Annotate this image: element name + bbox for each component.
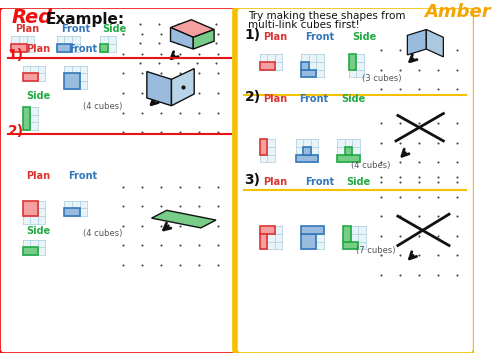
Text: Side: Side [102,24,126,34]
Bar [12,44,26,52]
Bar [302,70,316,77]
Bar [302,226,324,250]
Text: 3): 3) [244,173,260,187]
Bar [260,139,267,155]
Text: Side: Side [346,177,371,187]
Bar [22,73,38,81]
Text: Front: Front [60,24,90,34]
Bar [22,247,38,255]
Polygon shape [194,30,214,49]
Bar [345,147,352,155]
Bar [343,226,365,250]
Bar [22,201,38,216]
Bar [343,241,358,250]
Text: Side: Side [352,32,376,42]
Bar [260,234,267,250]
Bar [343,226,350,241]
Bar [296,139,318,162]
Polygon shape [152,210,216,228]
Bar [22,66,46,81]
Bar [64,201,87,216]
Text: (4 cubes): (4 cubes) [84,102,122,110]
Bar [260,226,274,234]
Text: Side: Side [26,91,51,101]
Bar [302,226,324,234]
Text: (3 cubes): (3 cubes) [362,74,402,83]
Text: Front: Front [68,44,98,54]
Bar [64,208,80,216]
Text: 2): 2) [244,90,260,104]
Polygon shape [172,68,194,106]
Text: Plan: Plan [264,177,287,187]
Bar [260,54,282,70]
Text: 1): 1) [244,28,260,42]
Text: Front: Front [68,171,98,181]
Text: Plan: Plan [15,24,40,34]
Text: 1): 1) [8,48,24,62]
Text: Side: Side [341,94,365,104]
Bar [260,62,274,70]
Bar [348,54,364,77]
Text: Plan: Plan [26,44,50,54]
Text: (7 cubes): (7 cubes) [356,246,396,255]
Text: Example:: Example: [46,12,124,26]
Bar [302,62,309,70]
Bar [100,44,108,52]
Bar [57,44,72,52]
Text: Plan: Plan [26,171,50,181]
Text: multi-link cubes first!: multi-link cubes first! [248,20,360,30]
Polygon shape [408,30,426,55]
Text: Red: Red [12,7,52,26]
Text: 2): 2) [8,124,24,138]
Text: Front: Front [305,177,334,187]
Bar [64,66,87,89]
Bar [57,36,80,52]
FancyBboxPatch shape [235,6,476,353]
Bar [22,107,30,130]
Bar [100,36,116,52]
Bar [302,234,316,250]
Text: Plan: Plan [264,94,287,104]
Text: (4 cubes): (4 cubes) [84,229,122,238]
Text: Amber: Amber [424,3,491,21]
Bar [22,240,46,255]
Bar [303,147,310,155]
Bar [338,155,360,162]
FancyBboxPatch shape [0,6,238,353]
Polygon shape [147,72,172,106]
Text: Front: Front [300,94,328,104]
Text: Plan: Plan [264,32,287,42]
Bar [296,155,318,162]
Text: Front: Front [305,32,334,42]
Bar [302,54,324,77]
Bar [260,139,274,162]
Bar [22,107,38,130]
Text: Try making these shapes from: Try making these shapes from [248,11,406,21]
Bar [260,226,282,250]
Polygon shape [426,30,444,57]
Bar [64,73,80,89]
Polygon shape [170,20,214,37]
Bar [348,54,356,70]
Bar [12,36,34,52]
Text: Side: Side [26,226,51,236]
Polygon shape [170,28,194,49]
Bar [338,139,360,162]
Bar [22,201,46,224]
Text: (4 cubes): (4 cubes) [350,161,390,170]
